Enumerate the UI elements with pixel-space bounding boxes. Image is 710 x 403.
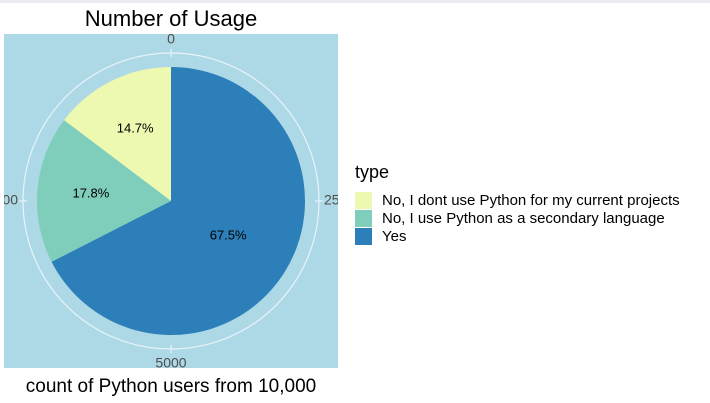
legend-swatch-no-current <box>355 191 372 209</box>
slice-secondary-label: 17.8% <box>72 185 109 200</box>
slice-no-current <box>64 67 171 201</box>
slice-secondary <box>37 120 171 262</box>
legend-item-secondary: No, I use Python as a secondary language <box>355 209 680 227</box>
slice-yes <box>51 67 305 335</box>
axis-tick-label-2: 5000 <box>155 355 186 368</box>
top-border <box>0 0 710 3</box>
legend: type No, I dont use Python for my curren… <box>355 162 680 245</box>
pie-chart-panel: 0 2500 5000 7500 14.7% 17.8% 67.5% <box>4 34 338 368</box>
chart-title: Number of Usage <box>84 6 258 31</box>
legend-swatch-secondary <box>355 209 372 227</box>
legend-item-no-current: No, I dont use Python for my current pro… <box>355 191 680 209</box>
slice-no-current-label: 14.7% <box>117 120 154 135</box>
axis-tick-label-3: 7500 <box>4 192 18 208</box>
legend-label-yes: Yes <box>382 227 407 245</box>
slice-yes-label: 67.5% <box>210 227 247 242</box>
legend-item-yes: Yes <box>355 227 680 245</box>
legend-label-no-current: No, I dont use Python for my current pro… <box>382 191 680 209</box>
x-axis-caption: count of Python users from 10,000 <box>25 376 317 397</box>
legend-swatch-yes <box>355 227 372 245</box>
legend-title: type <box>355 162 390 182</box>
axis-tick-label-0: 0 <box>167 34 175 47</box>
axis-tick-label-1: 2500 <box>324 192 338 208</box>
legend-label-secondary: No, I use Python as a secondary language <box>382 209 665 227</box>
